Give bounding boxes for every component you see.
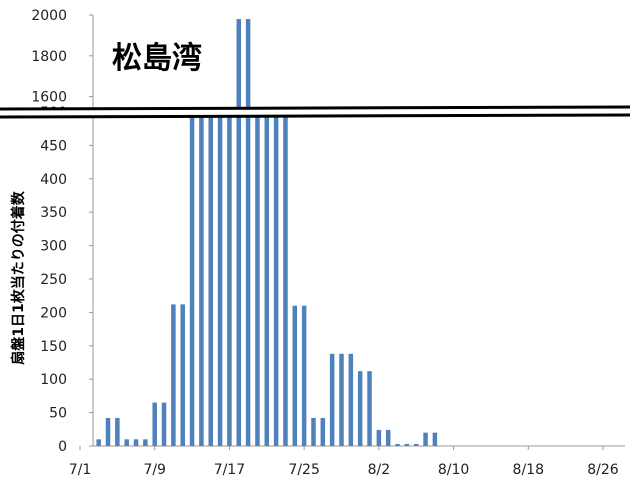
bar <box>283 112 288 446</box>
bar <box>385 429 391 446</box>
y-tick-label: 100 <box>40 372 67 388</box>
y-tick-label: 300 <box>40 239 67 255</box>
bar <box>143 439 148 446</box>
bar <box>189 112 195 446</box>
y-tick-label: 250 <box>40 272 67 288</box>
axis-break-gap <box>0 109 630 117</box>
x-tick-label: 7/9 <box>143 462 166 478</box>
bar <box>255 112 260 446</box>
y-axis-label: 扇盤1日1枚当たりの付着数 <box>10 190 27 364</box>
upper-y-axis: 1600 1800 2000 <box>31 8 94 117</box>
bar <box>180 304 185 446</box>
lower-y-axis: 050100150200250300350400450500 <box>40 105 94 455</box>
y-tick-label: 2000 <box>31 8 67 24</box>
y-tick-label: 1600 <box>31 90 67 106</box>
x-axis: 7/1 7/9 7/17 7/25 8/2 8/10 8/18 8/26 <box>69 445 625 478</box>
bar <box>395 443 400 446</box>
chart-title: 松島湾 <box>112 41 202 76</box>
bar <box>376 429 382 446</box>
axis-break <box>0 105 630 119</box>
y-tick-label: 1800 <box>31 49 67 65</box>
bar <box>208 112 213 446</box>
bar <box>423 432 428 446</box>
axis-break-line <box>0 113 630 119</box>
y-tick-label: 400 <box>40 172 67 188</box>
bar <box>413 443 419 446</box>
x-tick-label: 7/17 <box>214 462 245 478</box>
bar <box>357 371 363 446</box>
bar <box>133 439 139 446</box>
y-tick-label: 150 <box>40 339 67 355</box>
bar <box>292 305 298 446</box>
bar <box>245 19 251 447</box>
bar <box>329 353 335 446</box>
bar <box>264 112 270 446</box>
bar <box>404 443 410 446</box>
y-tick-label: 200 <box>40 305 67 321</box>
bar <box>301 305 307 446</box>
bar <box>105 417 111 446</box>
bar <box>236 19 242 447</box>
axis-break-line <box>0 105 630 111</box>
bar <box>96 439 101 446</box>
bar <box>432 432 438 446</box>
bar <box>199 112 204 446</box>
bar <box>311 417 316 446</box>
x-tick-label: 8/10 <box>438 462 469 478</box>
bar <box>124 439 129 446</box>
bar <box>339 353 344 446</box>
bar <box>348 353 354 446</box>
bar <box>320 417 326 446</box>
y-tick-label: 50 <box>49 406 67 422</box>
x-tick-label: 8/2 <box>368 462 391 478</box>
x-tick-label: 8/18 <box>513 462 544 478</box>
bar <box>217 112 223 446</box>
x-tick-label: 7/25 <box>288 462 319 478</box>
x-tick-label: 8/26 <box>587 462 619 478</box>
bar <box>227 112 232 446</box>
bar <box>115 417 120 446</box>
bar <box>273 112 279 446</box>
bar <box>161 402 167 446</box>
x-tick-label: 7/1 <box>69 462 92 478</box>
y-tick-label: 450 <box>40 138 67 154</box>
bar <box>171 304 176 446</box>
bar <box>152 402 157 446</box>
y-tick-label: 350 <box>40 205 67 221</box>
bar-series <box>96 19 438 447</box>
bar <box>367 371 372 446</box>
y-tick-label: 0 <box>58 439 67 455</box>
